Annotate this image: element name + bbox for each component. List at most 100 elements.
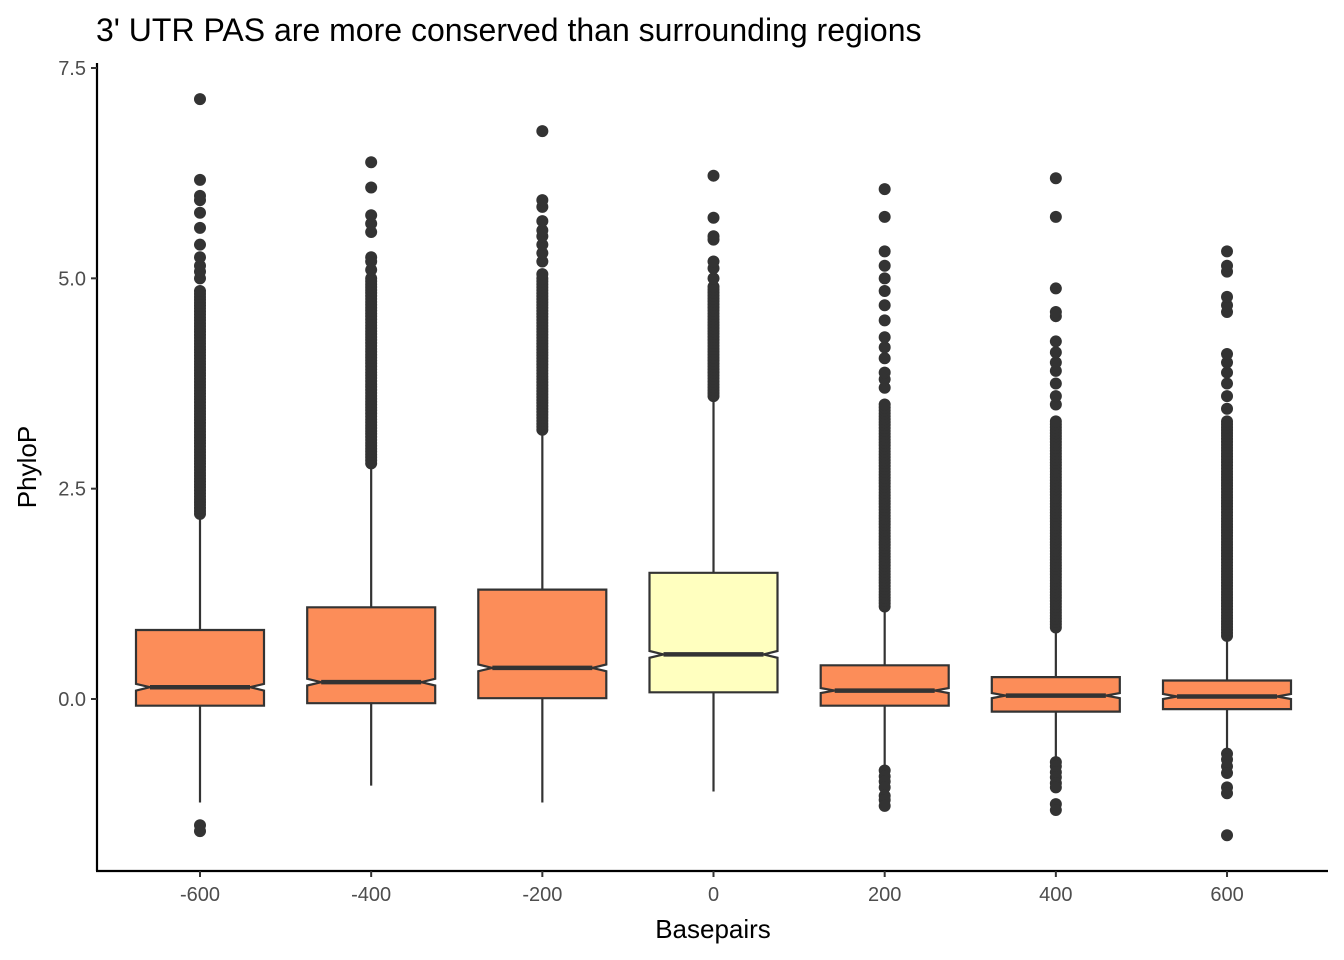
outlier-point [536,255,549,268]
outlier-point [1049,335,1062,348]
chart-title: 3' UTR PAS are more conserved than surro… [96,12,921,48]
outlier-point [1049,356,1062,369]
x-tick-label: 200 [868,884,901,906]
x-tick-label: -200 [522,884,562,906]
outlier-point [707,230,720,243]
outlier-point [1049,377,1062,390]
outlier-point [878,799,891,812]
x-tick-label: 600 [1210,884,1243,906]
outlier-point [365,209,378,222]
outlier-point [878,259,891,272]
outlier-point [194,251,206,264]
x-axis-title: Basepairs [655,914,771,944]
outlier-point [878,299,891,312]
outlier-point [1049,415,1062,428]
x-tick-label: -600 [180,884,220,906]
y-tick-label: 7.5 [58,58,86,80]
outlier-point [1221,259,1234,272]
outlier-point [878,341,891,354]
outlier-point [194,221,206,234]
x-tick-label: 0 [708,884,719,906]
box-group-neg400 [306,156,437,786]
y-axis-title: PhyloP [12,426,42,508]
outlier-point [194,206,206,219]
outlier-point [536,247,549,260]
outlier-point [365,263,378,276]
outlier-point [536,238,549,251]
box-group-neg600 [134,93,266,838]
outlier-point [1049,364,1062,377]
outlier-point [194,284,206,297]
box-group-0 [648,169,779,792]
outlier-point [365,217,378,230]
y-tick-label: 0.0 [58,689,86,711]
outlier-point [1049,804,1062,817]
outlier-point [536,215,549,228]
y-tick-label: 2.5 [58,479,86,501]
outlier-point [1221,245,1234,258]
box [134,628,266,707]
outlier-point [878,352,891,365]
outlier-point [1221,415,1234,428]
outlier-point [1221,829,1234,842]
outlier-point [194,825,206,838]
outlier-point [194,238,206,251]
outlier-point [707,169,720,182]
outlier-point [365,272,378,285]
outlier-point [707,272,720,285]
outlier-point [1049,390,1062,403]
y-axis-ticks: 0.0 2.5 5.0 7.5 [58,58,97,711]
outlier-point [365,251,378,264]
x-axis-ticks: -600 -400 -200 0 200 400 600 [180,871,1244,906]
outlier-point [707,280,720,293]
box-group-200 [819,183,950,812]
outlier-point [1221,299,1234,312]
box [648,571,779,694]
outlier-point [1221,767,1234,780]
outlier-point [536,268,549,281]
outlier-point [194,173,206,186]
outlier-point [1221,787,1234,800]
outlier-point [1049,781,1062,794]
outlier-point [194,93,206,106]
outlier-point [878,381,891,394]
plot-area [134,93,1293,842]
box-group-neg200 [477,125,608,803]
outlier-point [1221,366,1234,379]
outlier-point [1221,390,1234,403]
outlier-point [194,259,206,272]
outlier-point [878,272,891,285]
outlier-point [365,226,378,239]
outlier-point [1221,402,1234,415]
outlier-point [194,189,206,202]
outlier-point [878,284,891,297]
outlier-point [707,211,720,224]
outlier-point [707,255,720,268]
box-group-400 [990,172,1121,817]
outlier-point [1049,305,1062,318]
outlier-point [878,366,891,379]
outlier-point [878,210,891,223]
outlier-point [1221,290,1234,303]
outlier-point [878,183,891,196]
outlier-point [878,331,891,344]
outlier-point [1049,398,1062,411]
outlier-point [536,125,549,138]
outlier-point [1049,282,1062,295]
outlier-point [878,314,891,327]
outlier-point [1049,172,1062,185]
outlier-point [878,781,891,794]
outlier-point [1049,210,1062,223]
x-tick-label: 400 [1039,884,1072,906]
outlier-point [365,156,378,169]
x-tick-label: -400 [351,884,391,906]
outlier-point [536,224,549,237]
outlier-point [1049,346,1062,359]
box [819,664,950,707]
outlier-point [878,398,891,411]
outlier-point [536,194,549,207]
box [477,588,608,700]
outlier-point [1221,377,1234,390]
outlier-point [365,181,378,194]
